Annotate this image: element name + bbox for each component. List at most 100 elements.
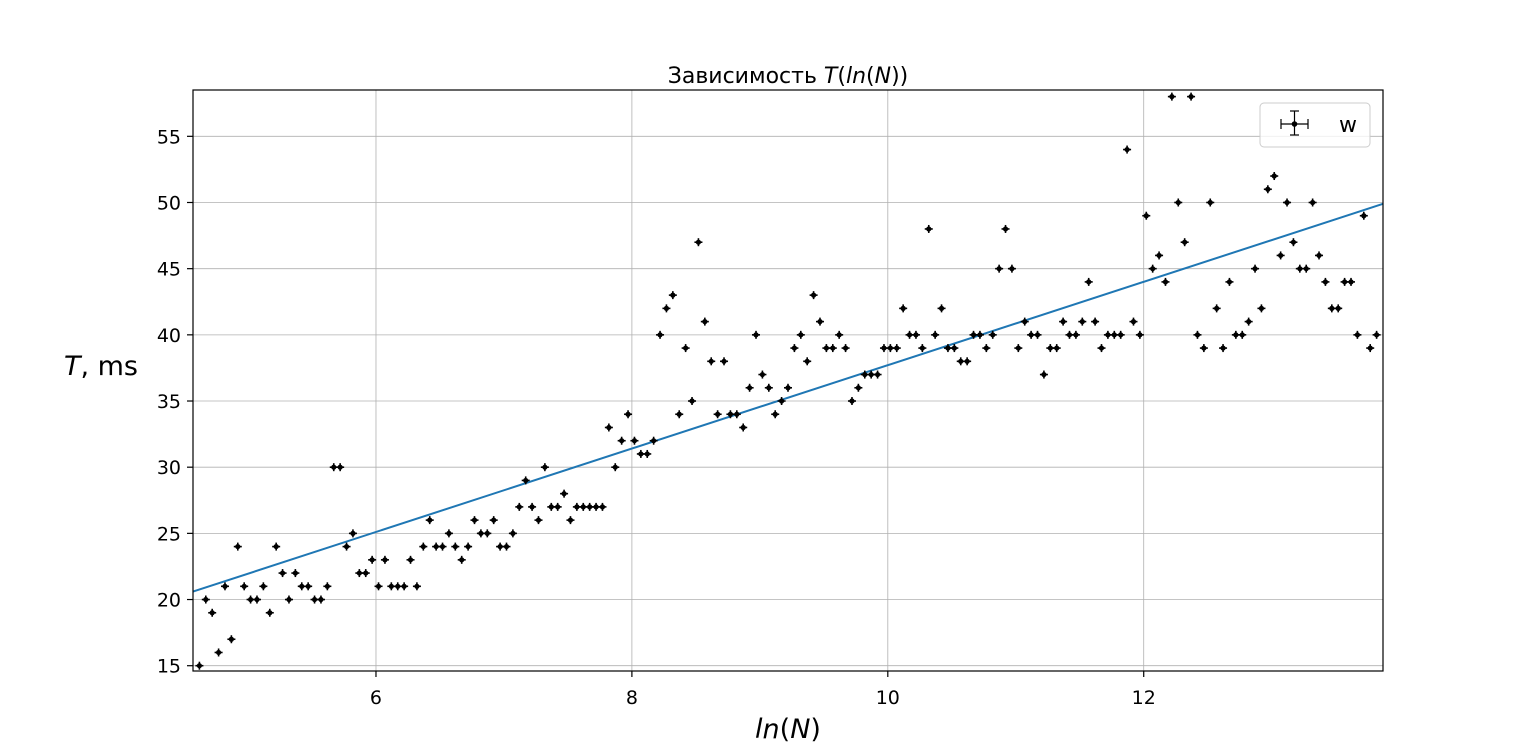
legend-marker-icon — [1280, 110, 1309, 136]
data-point — [489, 516, 498, 525]
data-point — [803, 357, 812, 366]
data-point — [1001, 224, 1010, 233]
data-point — [975, 330, 984, 339]
data-point — [272, 542, 281, 551]
data-point — [617, 436, 626, 445]
data-point — [451, 542, 460, 551]
data-point — [937, 304, 946, 313]
data-point — [1263, 185, 1272, 194]
data-point — [1238, 330, 1247, 339]
data-point — [1123, 145, 1132, 154]
x-tick-label: 6 — [370, 687, 382, 709]
data-point — [240, 582, 249, 591]
data-point — [380, 555, 389, 564]
data-point — [1334, 304, 1343, 313]
data-point — [911, 330, 920, 339]
data-point — [624, 410, 633, 419]
data-point — [611, 463, 620, 472]
data-point — [208, 608, 217, 617]
data-point — [1014, 344, 1023, 353]
data-point — [604, 423, 613, 432]
data-point — [713, 410, 722, 419]
data-point — [1219, 344, 1228, 353]
data-point — [278, 569, 287, 578]
data-point — [1372, 330, 1381, 339]
chart-title: Зависимость T(ln(N)) — [668, 64, 909, 89]
x-tick-label: 10 — [876, 687, 900, 709]
data-point — [598, 502, 607, 511]
data-point — [361, 569, 370, 578]
data-points — [195, 92, 1381, 670]
data-point — [873, 370, 882, 379]
y-tick-label: 20 — [157, 590, 181, 612]
data-point — [368, 555, 377, 564]
data-point — [1007, 264, 1016, 273]
data-point — [892, 344, 901, 353]
data-point — [688, 397, 697, 406]
data-point — [508, 529, 517, 538]
data-point — [777, 397, 786, 406]
y-tick-label: 40 — [157, 325, 181, 347]
data-point — [1308, 198, 1317, 207]
data-point — [1366, 344, 1375, 353]
data-point — [470, 516, 479, 525]
data-point — [534, 516, 543, 525]
data-point — [879, 344, 888, 353]
data-point — [1180, 238, 1189, 247]
y-tick-label: 30 — [157, 457, 181, 479]
data-point — [528, 502, 537, 511]
data-point — [752, 330, 761, 339]
data-point — [809, 291, 818, 300]
legend: w — [1259, 102, 1371, 148]
data-point — [630, 436, 639, 445]
legend-box — [1259, 102, 1371, 148]
data-point — [457, 555, 466, 564]
data-point — [406, 555, 415, 564]
data-point — [1193, 330, 1202, 339]
data-point — [444, 529, 453, 538]
data-point — [732, 410, 741, 419]
y-tick-label: 35 — [157, 391, 181, 413]
legend-label: w — [1339, 113, 1357, 138]
data-point — [950, 344, 959, 353]
data-point — [988, 330, 997, 339]
data-point — [464, 542, 473, 551]
data-point — [796, 330, 805, 339]
data-point — [643, 449, 652, 458]
data-point — [924, 224, 933, 233]
data-point — [1206, 198, 1215, 207]
x-axis-ticks: 6 8 10 12 — [370, 671, 1156, 709]
data-point — [681, 344, 690, 353]
data-point — [1097, 344, 1106, 353]
data-point — [201, 595, 210, 604]
data-point — [419, 542, 428, 551]
data-point — [1161, 277, 1170, 286]
data-point — [553, 502, 562, 511]
data-point — [899, 304, 908, 313]
data-point — [1052, 344, 1061, 353]
data-point — [323, 582, 332, 591]
fit-line — [192, 202, 1384, 593]
data-point — [726, 410, 735, 419]
y-tick-label: 15 — [157, 656, 181, 678]
fit-line-layer — [192, 202, 1384, 593]
data-point — [259, 582, 268, 591]
y-axis-ticks: 15 20 25 30 35 40 45 50 55 — [157, 126, 193, 678]
data-point — [1283, 198, 1292, 207]
data-point — [284, 595, 293, 604]
data-point — [214, 648, 223, 657]
data-point — [304, 582, 313, 591]
data-point — [412, 582, 421, 591]
data-point — [316, 595, 325, 604]
data-point — [918, 344, 927, 353]
data-point — [1359, 211, 1368, 220]
data-point — [771, 410, 780, 419]
data-point — [1321, 277, 1330, 286]
x-tick-label: 8 — [626, 687, 638, 709]
x-axis-label: ln(N) — [755, 714, 821, 745]
data-point — [483, 529, 492, 538]
data-point — [790, 344, 799, 353]
data-point — [560, 489, 569, 498]
grid — [193, 90, 1383, 671]
x-tick-label: 12 — [1132, 687, 1156, 709]
